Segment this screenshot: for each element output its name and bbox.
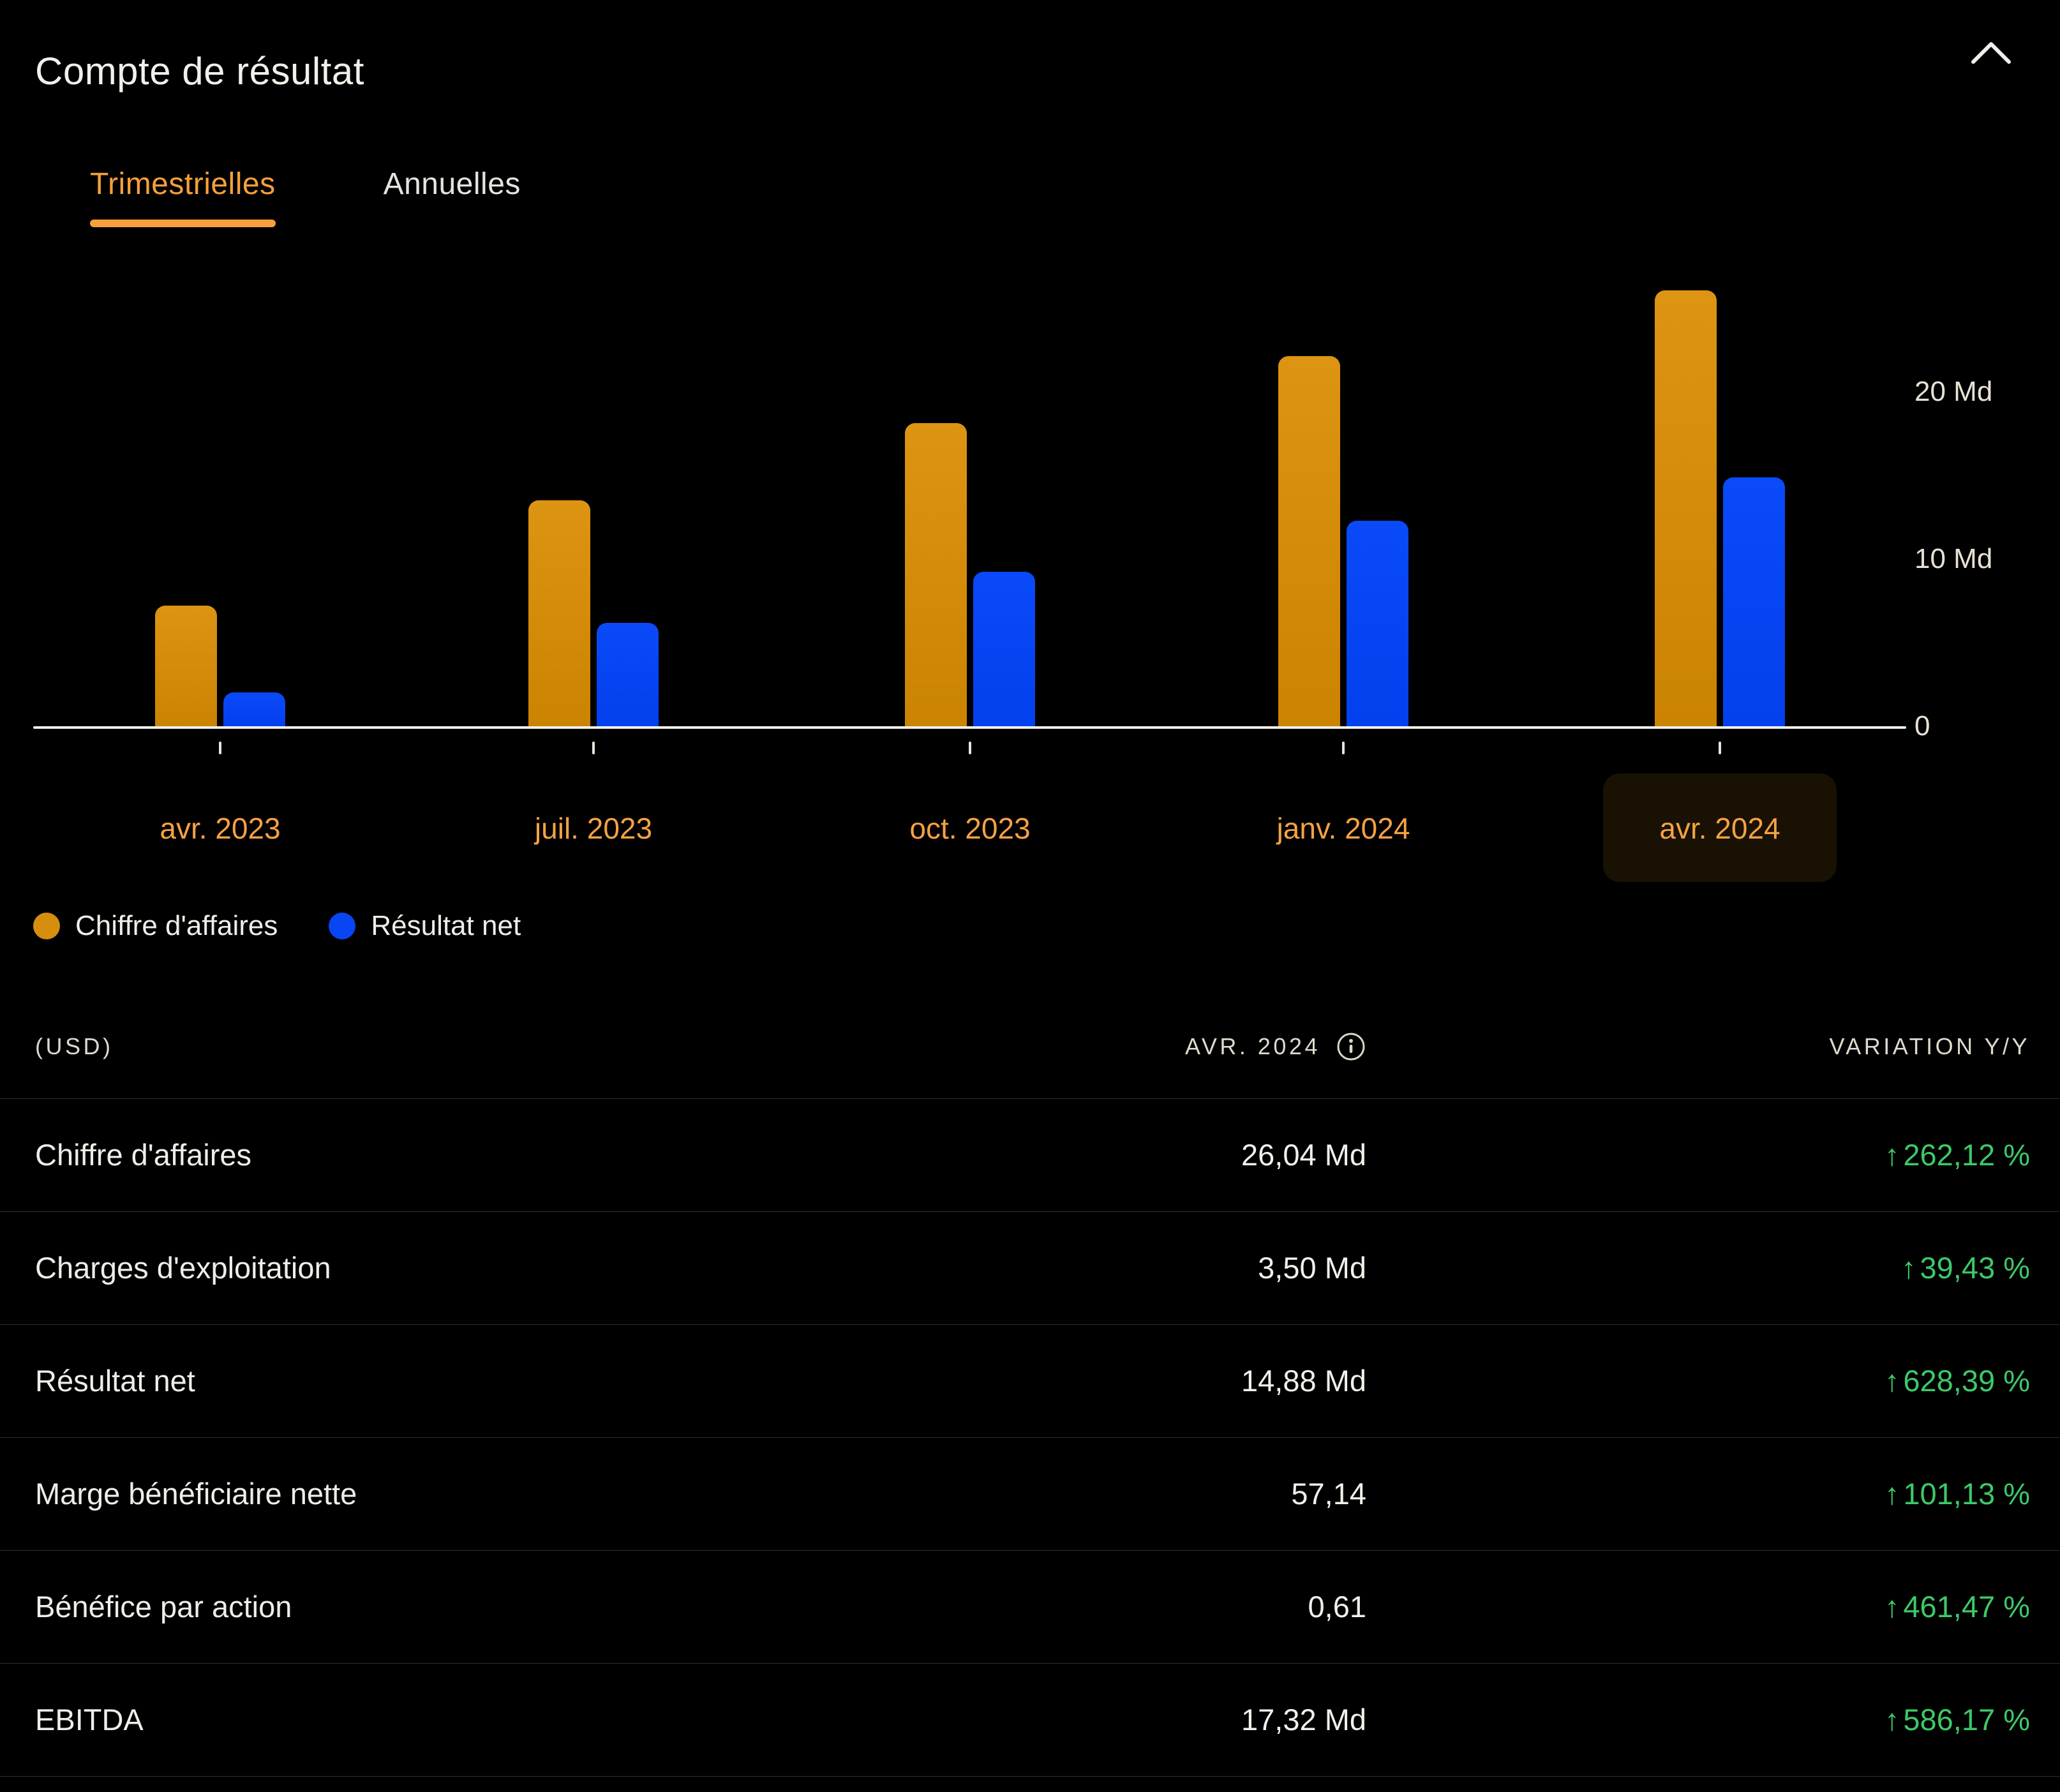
row-label: Chiffre d'affaires xyxy=(35,1138,252,1172)
legend-dot-icon xyxy=(33,913,60,939)
tab-annuelles[interactable]: Annuelles xyxy=(384,166,521,227)
bar-revenue-oct2023[interactable] xyxy=(905,423,967,726)
row-variation: ↑ 586,17 % xyxy=(1884,1703,2030,1736)
x-tick-juil2023 xyxy=(592,742,595,754)
table-row: Chiffre d'affaires 26,04 Md ↑ 262,12 % xyxy=(0,1098,2060,1211)
table-row: Résultat net 14,88 Md ↑ 628,39 % xyxy=(0,1324,2060,1437)
row-value: 0,61 xyxy=(1308,1590,1366,1624)
table-row: Bénéfice par action 0,61 ↑ 461,47 % xyxy=(0,1550,2060,1663)
info-icon xyxy=(1337,1033,1365,1061)
up-arrow-icon: ↑ xyxy=(1884,1364,1900,1398)
legend-item-net-income: Résultat net xyxy=(329,909,521,943)
row-variation: ↑ 461,47 % xyxy=(1884,1590,2030,1624)
row-label: EBITDA xyxy=(35,1703,144,1736)
table-row: Marge bénéficiaire nette 57,14 ↑ 101,13 % xyxy=(0,1437,2060,1550)
page-title: Compte de résultat xyxy=(35,50,364,93)
info-button[interactable] xyxy=(1336,1031,1366,1062)
row-value: 26,04 Md xyxy=(1241,1138,1366,1172)
row-label: Marge bénéficiaire nette xyxy=(35,1477,357,1511)
tab-trimestrielles[interactable]: Trimestrielles xyxy=(90,166,276,227)
x-tick-janv2024 xyxy=(1342,742,1345,754)
row-variation: ↑ 39,43 % xyxy=(1901,1251,2030,1285)
bar-net-income-oct2023[interactable] xyxy=(973,572,1035,726)
up-arrow-icon: ↑ xyxy=(1884,1590,1900,1624)
x-label-oct2023[interactable]: oct. 2023 xyxy=(906,809,1034,847)
up-arrow-icon: ↑ xyxy=(1884,1477,1900,1511)
up-arrow-icon: ↑ xyxy=(1884,1138,1900,1172)
legend-label: Chiffre d'affaires xyxy=(75,910,278,941)
y-label-20: 20 Md xyxy=(1914,376,1993,407)
bar-revenue-janv2024[interactable] xyxy=(1278,356,1340,726)
bar-net-income-avr2023[interactable] xyxy=(223,692,285,726)
selected-period-highlight xyxy=(1603,773,1837,882)
bar-revenue-avr2024[interactable] xyxy=(1655,290,1717,726)
row-label: Bénéfice par action xyxy=(35,1590,292,1624)
bar-net-income-avr2024[interactable] xyxy=(1723,477,1785,726)
table-row: Charges d'exploitation 3,50 Md ↑ 39,43 % xyxy=(0,1211,2060,1324)
bar-net-income-janv2024[interactable] xyxy=(1347,521,1408,726)
row-label: Résultat net xyxy=(35,1364,195,1398)
period-column-label: AVR. 2024 xyxy=(1185,1033,1320,1059)
period-tabs: Trimestrielles Annuelles xyxy=(90,166,521,227)
x-tick-avr2024 xyxy=(1719,742,1721,754)
legend-dot-icon xyxy=(329,913,356,939)
bar-revenue-juil2023[interactable] xyxy=(528,500,590,726)
legend-label: Résultat net xyxy=(371,910,521,941)
legend-item-revenue: Chiffre d'affaires xyxy=(33,909,278,943)
up-arrow-icon: ↑ xyxy=(1901,1251,1916,1285)
row-value: 57,14 xyxy=(1291,1477,1366,1511)
chart-legend: Chiffre d'affaires Résultat net xyxy=(33,909,521,943)
y-label-10: 10 Md xyxy=(1914,543,1993,574)
table-row: EBITDA 17,32 Md ↑ 586,17 % xyxy=(0,1663,2060,1776)
x-label-janv2024[interactable]: janv. 2024 xyxy=(1273,809,1414,847)
row-label: Charges d'exploitation xyxy=(35,1251,331,1285)
bar-net-income-juil2023[interactable] xyxy=(597,623,659,726)
period-column-header: AVR. 2024 xyxy=(1185,1026,1366,1067)
row-variation: ↑ 101,13 % xyxy=(1884,1477,2030,1511)
x-label-juil2023[interactable]: juil. 2023 xyxy=(531,809,656,847)
row-value: 3,50 Md xyxy=(1258,1251,1366,1285)
table-header: (USD) AVR. 2024 VARIATION Y/Y xyxy=(0,1026,2060,1067)
row-value: 17,32 Md xyxy=(1241,1703,1366,1736)
up-arrow-icon: ↑ xyxy=(1884,1703,1900,1736)
x-label-avr2023[interactable]: avr. 2023 xyxy=(156,809,284,847)
x-label-avr2024[interactable]: avr. 2024 xyxy=(1655,809,1784,847)
variation-column-label: VARIATION Y/Y xyxy=(1829,1033,2030,1059)
collapse-button[interactable] xyxy=(1960,31,2022,77)
chevron-up-icon xyxy=(1971,41,2011,64)
y-label-0: 0 xyxy=(1914,710,1930,742)
currency-unit-label: (USD) xyxy=(35,1033,114,1059)
x-tick-avr2023 xyxy=(219,742,221,754)
row-variation: ↑ 628,39 % xyxy=(1884,1364,2030,1398)
row-variation: ↑ 262,12 % xyxy=(1884,1138,2030,1172)
table-rows: Chiffre d'affaires 26,04 Md ↑ 262,12 % Charg… xyxy=(0,1098,2060,1777)
bar-revenue-avr2023[interactable] xyxy=(155,606,217,726)
x-tick-oct2023 xyxy=(969,742,971,754)
row-value: 14,88 Md xyxy=(1241,1364,1366,1398)
x-axis-line xyxy=(33,726,1906,729)
